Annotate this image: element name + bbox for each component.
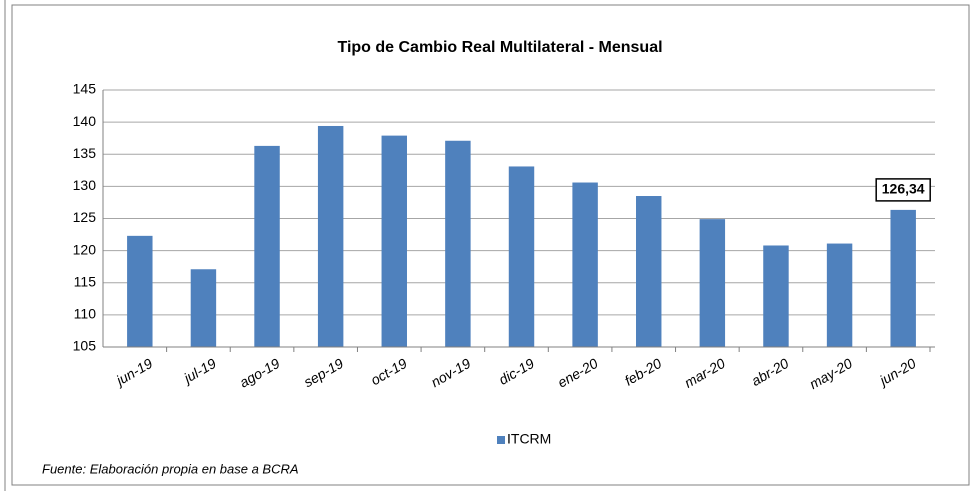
y-tick-label: 110 — [74, 306, 97, 322]
bar — [381, 135, 407, 347]
y-tick-label: 125 — [73, 209, 97, 225]
bar — [763, 245, 789, 347]
y-tick-label: 120 — [73, 241, 97, 257]
legend-swatch — [497, 436, 505, 444]
data-label: 126,34 — [882, 181, 925, 197]
x-tick-label: dic-19 — [496, 355, 537, 388]
x-tick-label: feb-20 — [622, 355, 665, 389]
bar — [317, 125, 344, 347]
x-tick-label: jun-20 — [875, 355, 919, 389]
x-tick-label: ene-20 — [555, 355, 601, 391]
bar — [826, 243, 853, 347]
bar — [254, 145, 280, 347]
bar — [190, 269, 217, 347]
bar — [445, 140, 471, 347]
x-tick-label: jul-19 — [179, 355, 219, 387]
x-tick-label: nov-19 — [428, 355, 473, 390]
x-tick-label: sep-19 — [301, 355, 346, 390]
legend-label: ITCRM — [507, 431, 551, 447]
bar — [699, 219, 726, 347]
source-note: Fuente: Elaboración propia en base a BCR… — [42, 461, 299, 476]
x-tick-label: jun-19 — [112, 355, 156, 389]
y-tick-label: 130 — [73, 177, 97, 193]
y-tick-label: 140 — [73, 113, 97, 129]
x-tick-label: ago-19 — [237, 355, 283, 391]
y-tick-label: 115 — [74, 273, 97, 289]
bar — [508, 166, 535, 347]
bar — [890, 209, 916, 347]
y-tick-label: 135 — [73, 145, 97, 161]
x-tick-label: oct-19 — [368, 355, 410, 388]
data-label-box — [875, 178, 931, 202]
x-tick-label: may-20 — [806, 355, 855, 392]
bar — [127, 235, 153, 347]
chart-frame — [11, 4, 970, 486]
bar — [572, 182, 598, 347]
bar — [636, 196, 662, 347]
chart-title: Tipo de Cambio Real Multilateral - Mensu… — [337, 39, 662, 56]
y-tick-label: 105 — [73, 338, 97, 354]
x-tick-label: mar-20 — [682, 355, 728, 391]
y-tick-label: 145 — [73, 81, 97, 97]
x-tick-label: abr-20 — [748, 355, 791, 389]
